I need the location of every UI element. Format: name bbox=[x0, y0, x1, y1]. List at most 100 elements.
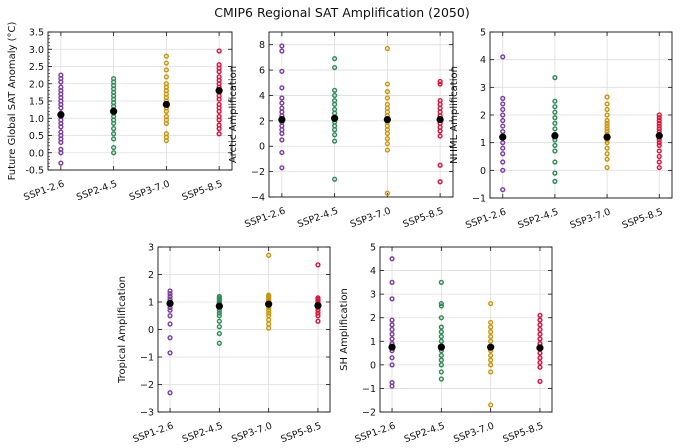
data-point bbox=[537, 336, 543, 342]
data-point bbox=[488, 402, 494, 408]
data-point bbox=[438, 369, 444, 375]
data-point bbox=[500, 151, 506, 157]
data-point bbox=[216, 318, 222, 324]
data-point bbox=[332, 97, 338, 104]
data-point bbox=[604, 140, 610, 146]
y-tick-label: 4 bbox=[370, 266, 376, 277]
data-point bbox=[279, 100, 285, 106]
data-point bbox=[438, 333, 444, 340]
data-point bbox=[384, 89, 390, 95]
data-point bbox=[58, 160, 64, 166]
mean-marker bbox=[603, 133, 611, 141]
x-tick-label: SSP2-4.5 bbox=[516, 206, 560, 231]
data-point bbox=[537, 364, 543, 370]
data-point bbox=[500, 95, 506, 101]
x-tick-label: SSP3-7.0 bbox=[569, 206, 613, 231]
data-point bbox=[279, 137, 285, 143]
plot-area bbox=[269, 32, 453, 197]
mean-marker bbox=[536, 344, 544, 352]
y-tick-label: 1.0 bbox=[29, 114, 44, 125]
y-tick-label: −2 bbox=[251, 167, 265, 178]
y-tick-label: 1 bbox=[370, 337, 376, 348]
data-point bbox=[552, 115, 558, 121]
y-tick-label: 3.5 bbox=[29, 28, 44, 39]
y-tick-label: 2.5 bbox=[29, 62, 44, 73]
data-point bbox=[167, 350, 173, 356]
data-point bbox=[604, 129, 610, 135]
data-point bbox=[438, 300, 444, 307]
data-point bbox=[488, 329, 494, 335]
data-point bbox=[656, 140, 662, 146]
data-point bbox=[384, 141, 390, 147]
data-point bbox=[111, 131, 117, 137]
y-axis-label: SH Amplification bbox=[339, 288, 350, 371]
data-point bbox=[58, 72, 64, 78]
y-tick-label: 5 bbox=[480, 28, 486, 39]
data-point bbox=[656, 164, 662, 171]
x-tick-label: SSP1-2.6 bbox=[22, 178, 66, 203]
data-point bbox=[438, 303, 444, 309]
data-point bbox=[279, 85, 285, 91]
axes-frame bbox=[47, 31, 233, 171]
mean-marker bbox=[162, 100, 170, 109]
mean-marker bbox=[215, 87, 223, 95]
data-point bbox=[216, 122, 222, 128]
data-point bbox=[216, 113, 222, 120]
data-point bbox=[604, 94, 610, 100]
y-tick-label: −2 bbox=[140, 380, 154, 391]
data-point bbox=[279, 165, 285, 171]
data-point bbox=[604, 112, 610, 118]
data-point bbox=[216, 324, 222, 330]
data-point bbox=[389, 379, 395, 386]
data-point bbox=[167, 313, 173, 319]
data-point bbox=[656, 142, 662, 149]
y-axis-label: Arctic Amplification bbox=[228, 66, 239, 163]
data-point bbox=[58, 146, 64, 152]
data-point bbox=[389, 326, 395, 333]
data-point bbox=[216, 313, 222, 319]
data-point bbox=[537, 359, 543, 366]
data-point bbox=[332, 106, 338, 113]
data-point bbox=[266, 252, 272, 258]
data-point bbox=[656, 153, 662, 160]
chart-panel-3: −1 0 1 2 3 4 5 SSP1-2.6 SSP2-4.5 SSP3-7.0 SSP5-8.5… bbox=[449, 28, 673, 231]
data-point bbox=[279, 43, 285, 49]
data-point bbox=[315, 313, 321, 319]
y-axis-label: Future Global SAT Anomaly (°C) bbox=[7, 22, 18, 181]
data-point bbox=[437, 179, 443, 185]
x-tick-label: SSP5-8.5 bbox=[181, 178, 225, 203]
data-point bbox=[604, 145, 610, 151]
data-point bbox=[438, 352, 444, 359]
data-point bbox=[163, 74, 169, 80]
data-point bbox=[315, 310, 321, 316]
mean-marker bbox=[437, 343, 445, 351]
mean-marker bbox=[110, 107, 118, 115]
chart-panel-1: -0.5 0.0 0.5 1.0 1.5 2.0 2.5 3.0 3.5 SSP1-2.6 SSP2… bbox=[7, 22, 233, 203]
data-point bbox=[438, 357, 444, 363]
data-point bbox=[389, 362, 395, 368]
data-point bbox=[384, 147, 390, 153]
axes-frame bbox=[489, 31, 673, 199]
data-point bbox=[500, 106, 506, 113]
data-point bbox=[167, 291, 173, 297]
data-point bbox=[488, 352, 494, 359]
data-point bbox=[279, 105, 285, 111]
data-point bbox=[437, 78, 443, 85]
data-point bbox=[537, 378, 543, 384]
axes-frame bbox=[268, 31, 454, 198]
data-point bbox=[488, 338, 494, 344]
data-point bbox=[163, 67, 169, 73]
data-point bbox=[111, 144, 117, 151]
mean-marker bbox=[166, 299, 174, 307]
data-point bbox=[389, 355, 395, 361]
x-tick-label: SSP2-4.5 bbox=[296, 205, 340, 230]
data-point bbox=[438, 362, 444, 368]
y-tick-label: 0 bbox=[370, 360, 376, 371]
figure-title: CMIP6 Regional SAT Amplification (2050) bbox=[214, 5, 470, 20]
data-point bbox=[315, 295, 321, 301]
y-tick-label: -0.5 bbox=[25, 166, 44, 177]
y-tick-label: 0 bbox=[148, 325, 154, 336]
data-point bbox=[552, 170, 558, 176]
plot-area bbox=[380, 247, 552, 412]
